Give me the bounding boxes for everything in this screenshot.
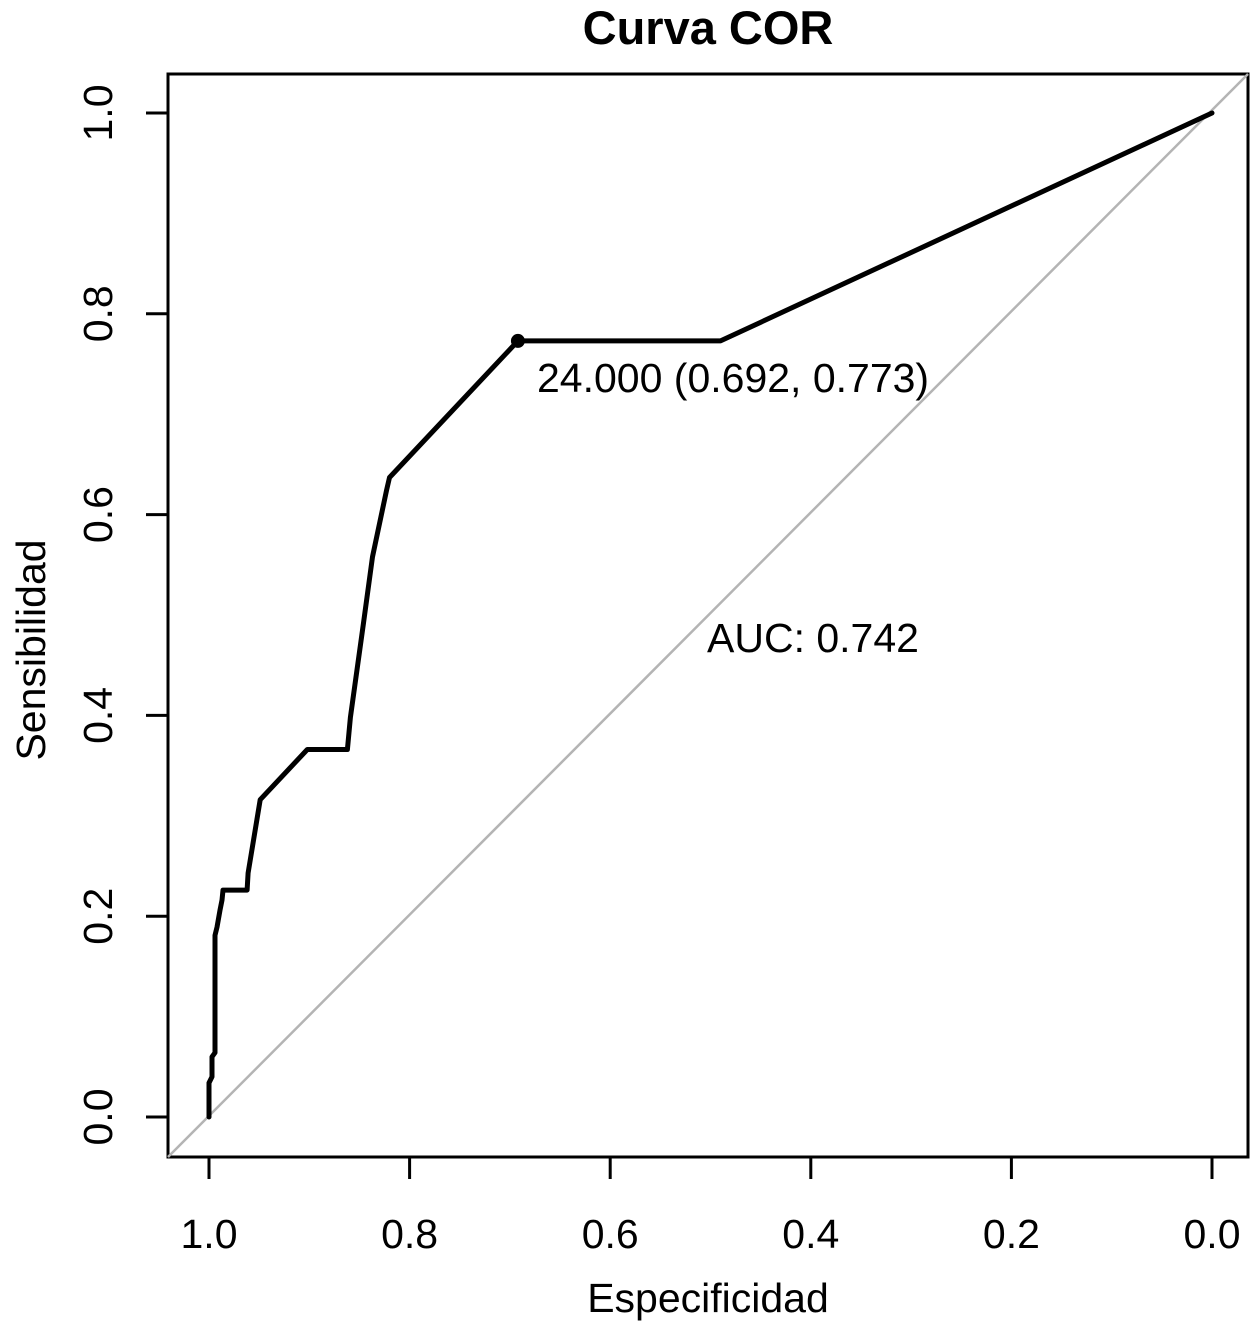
auc-annotation: AUC: 0.742 [707, 615, 919, 661]
x-tick-label: 0.6 [582, 1211, 639, 1257]
x-tick-label: 0.2 [983, 1211, 1040, 1257]
diagonal-reference-line [167, 73, 1249, 1158]
plot-frame [166, 72, 1250, 1159]
x-axis-label: Especificidad [587, 1275, 829, 1321]
x-tick-label: 1.0 [181, 1211, 238, 1257]
roc-curve [206, 110, 1215, 1120]
chart-title: Curva COR [583, 1, 834, 54]
plot-area: 1.0 0.8 0.6 0.4 0.2 0.0 0.0 0.2 0.4 0.6 0.8 1.0 [75, 72, 1250, 1257]
y-tick-label: 0.0 [75, 1089, 121, 1146]
y-tick-label: 0.8 [75, 285, 121, 342]
x-tick-label: 0.0 [1184, 1211, 1241, 1257]
x-tick-label: 0.8 [381, 1211, 438, 1257]
y-tick-label: 1.0 [75, 85, 121, 142]
threshold-point-annotation: 24.000 (0.692, 0.773) [537, 355, 929, 401]
threshold-point-marker [510, 333, 525, 348]
y-tick-label: 0.6 [75, 486, 121, 543]
x-tick-label: 0.4 [782, 1211, 839, 1257]
y-tick-label: 0.4 [75, 687, 121, 744]
y-axis-label: Sensibilidad [8, 539, 54, 760]
y-tick-label: 0.2 [75, 888, 121, 945]
